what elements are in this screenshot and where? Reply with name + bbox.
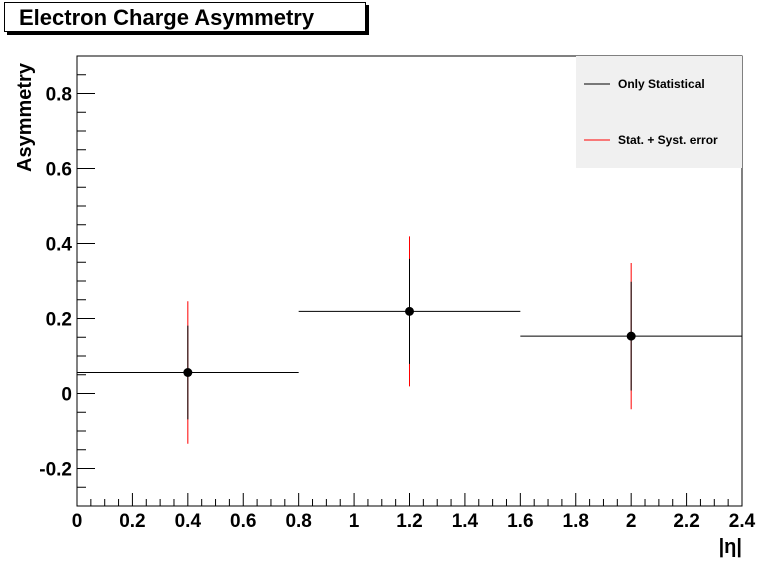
y-tick-label: -0.2 <box>39 460 72 481</box>
data-point-marker <box>405 306 414 316</box>
chart-title: Electron Charge Asymmetry <box>19 5 315 30</box>
x-tick-label: 1.2 <box>396 511 422 532</box>
x-tick-label: 0.6 <box>230 511 256 532</box>
x-tick-label: 1.6 <box>507 511 533 532</box>
x-tick-label: 0.8 <box>285 511 311 532</box>
legend: Only Statistical Stat. + Syst. error <box>576 56 742 168</box>
legend-syst-label: Stat. + Syst. error <box>618 133 718 147</box>
x-tick-label: 1.4 <box>452 511 479 532</box>
y-tick-label: 0.8 <box>46 85 72 106</box>
y-axis-title: Asymmetry <box>14 62 36 172</box>
x-ticks: 0 0.2 0.4 0.6 0.8 1 1.2 1.4 1.6 1.8 2 2.2 2.4 <box>72 493 756 532</box>
x-tick-label: 1.8 <box>563 511 589 532</box>
data-point-marker <box>183 368 193 377</box>
y-tick-label: 0 <box>61 385 72 406</box>
y-tick-label: 0.6 <box>46 160 72 181</box>
x-tick-label: 0 <box>72 511 83 532</box>
x-tick-label: 1 <box>349 511 360 532</box>
title-box: Electron Charge Asymmetry <box>4 2 366 32</box>
y-tick-label: 0.2 <box>46 310 72 331</box>
y-ticks: -0.2 0 0.2 0.4 0.6 0.8 <box>39 55 95 507</box>
x-tick-label: 2.2 <box>673 511 699 532</box>
legend-stat-label: Only Statistical <box>618 77 705 91</box>
data-point-marker <box>626 331 636 341</box>
y-tick-label: 0.4 <box>46 235 73 256</box>
x-axis-title: |η| <box>719 536 742 558</box>
legend-box <box>576 56 742 168</box>
x-tick-label: 2 <box>626 511 637 532</box>
x-tick-label: 0.4 <box>175 511 202 532</box>
x-tick-label: 2.4 <box>729 511 756 532</box>
data-points <box>77 236 742 444</box>
x-tick-label: 0.2 <box>119 511 145 532</box>
